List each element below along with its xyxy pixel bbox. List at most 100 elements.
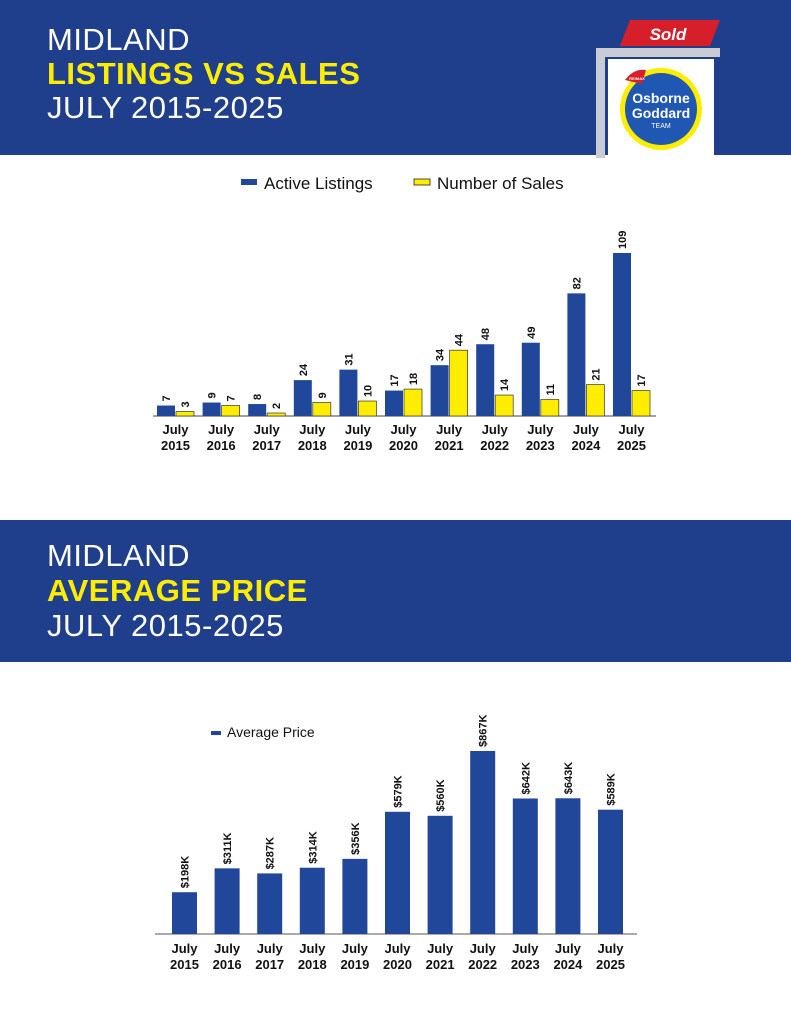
data-label-average-price: $579K	[393, 775, 405, 807]
x-tick-label-month: July	[470, 941, 497, 956]
data-label-active-listings: 48	[480, 328, 492, 340]
x-tick-label-month: July	[573, 422, 600, 437]
x-tick-label-month: July	[254, 422, 281, 437]
x-tick-label-year: 2021	[426, 957, 455, 972]
x-tick-label-month: July	[345, 422, 372, 437]
data-label-average-price: $643K	[563, 762, 575, 794]
bar-number-of-sales	[221, 405, 240, 417]
x-tick-label-month: July	[482, 422, 509, 437]
bar-number-of-sales	[175, 411, 195, 417]
x-tick-label-year: 2023	[526, 438, 555, 453]
x-tick-label-month: July	[162, 422, 189, 437]
x-tick-label-year: 2024	[571, 438, 601, 453]
bar-number-of-sales	[358, 400, 377, 417]
bar-active-listings	[157, 405, 175, 416]
logo-line2: Goddard	[632, 105, 690, 121]
x-tick-label-month: July	[618, 422, 645, 437]
data-label-number-of-sales: 7	[226, 395, 238, 401]
bar-active-listings	[613, 253, 631, 416]
listings-vs-sales-chart: Active Listings Number of Sales73July2015…	[153, 174, 656, 453]
x-tick-label-year: 2018	[298, 957, 327, 972]
logo-brand-small: RE/MAX	[629, 76, 645, 81]
logo-line1: Osborne	[632, 90, 690, 106]
x-tick-label-month: July	[257, 941, 284, 956]
sold-sign-text: Sold	[650, 25, 687, 44]
x-tick-label-year: 2019	[340, 957, 369, 972]
data-label-average-price: $589K	[606, 773, 618, 805]
x-tick-label-month: July	[342, 941, 369, 956]
data-label-number-of-sales: 11	[545, 384, 557, 396]
x-tick-label-year: 2015	[161, 438, 190, 453]
bar-average-price	[257, 873, 283, 934]
bar-active-listings	[339, 369, 358, 416]
bar-average-price	[342, 858, 368, 934]
banner2-title-line1: MIDLAND	[47, 538, 191, 573]
legend-label-number-of-sales: Number of Sales	[437, 174, 564, 193]
data-label-average-price: $314K	[307, 831, 319, 863]
x-tick-label-year: 2022	[480, 438, 509, 453]
data-label-active-listings: 24	[298, 363, 310, 376]
bar-average-price	[555, 798, 581, 934]
bar-number-of-sales	[312, 402, 332, 417]
x-tick-label-year: 2016	[207, 438, 236, 453]
x-tick-label-month: July	[384, 941, 411, 956]
data-label-average-price: $867K	[478, 715, 490, 747]
legend-swatch-average-price	[211, 731, 221, 735]
bar-active-listings	[248, 404, 267, 416]
data-label-number-of-sales: 9	[317, 392, 329, 398]
x-tick-label-year: 2024	[553, 957, 583, 972]
data-label-number-of-sales: 14	[499, 378, 511, 391]
sign-arm	[596, 48, 720, 57]
x-tick-label-year: 2016	[213, 957, 242, 972]
bar-number-of-sales	[631, 390, 651, 417]
data-label-number-of-sales: 18	[408, 373, 420, 385]
bar-number-of-sales	[540, 399, 560, 417]
x-tick-label-month: July	[436, 422, 463, 437]
bar-active-listings	[385, 390, 403, 416]
bar-average-price	[512, 798, 538, 934]
banner2-title-line3: JULY 2015-2025	[47, 608, 284, 643]
banner2-title-line2: AVERAGE PRICE	[47, 573, 308, 608]
bar-number-of-sales	[266, 412, 286, 417]
x-tick-label-month: July	[512, 941, 539, 956]
x-tick-label-year: 2022	[468, 957, 497, 972]
bar-average-price	[172, 892, 197, 934]
bar-average-price	[385, 811, 410, 934]
legend-label-average-price: Average Price	[227, 724, 315, 740]
header-banner-price: MIDLAND AVERAGE PRICE JULY 2015-2025	[0, 520, 791, 662]
legend-swatch-number-of-sales	[413, 178, 431, 186]
bar-number-of-sales	[586, 384, 605, 417]
x-tick-label-month: July	[427, 941, 454, 956]
data-label-number-of-sales: 3	[180, 401, 192, 407]
x-tick-label-year: 2015	[170, 957, 199, 972]
bar-average-price	[214, 868, 240, 934]
data-label-number-of-sales: 10	[362, 385, 374, 397]
bar-active-listings	[293, 380, 312, 416]
bar-average-price	[299, 867, 325, 934]
data-label-active-listings: 17	[389, 374, 401, 386]
data-label-active-listings: 34	[435, 348, 447, 361]
x-tick-label-month: July	[597, 941, 624, 956]
banner1-title-line2: LISTINGS VS SALES	[47, 56, 361, 91]
x-tick-label-month: July	[527, 422, 554, 437]
data-label-active-listings: 82	[571, 277, 583, 289]
x-tick-label-year: 2017	[255, 957, 284, 972]
data-label-average-price: $198K	[180, 856, 192, 888]
data-label-average-price: $560K	[435, 779, 447, 811]
x-tick-label-year: 2017	[252, 438, 281, 453]
x-tick-label-year: 2019	[343, 438, 372, 453]
bar-number-of-sales	[449, 349, 468, 417]
x-tick-label-year: 2020	[389, 438, 418, 453]
data-label-average-price: $311K	[222, 832, 234, 864]
bar-active-listings	[521, 342, 540, 416]
osborne-goddard-logo: Sold RE/MAX Osborne Goddard TEAM	[596, 20, 720, 158]
data-label-active-listings: 8	[252, 394, 264, 400]
data-label-average-price: $356K	[350, 822, 362, 854]
data-label-active-listings: 109	[617, 231, 629, 249]
x-tick-label-year: 2025	[596, 957, 625, 972]
data-label-active-listings: 49	[526, 326, 538, 338]
data-label-active-listings: 7	[161, 395, 173, 401]
bar-active-listings	[476, 344, 495, 416]
x-tick-label-year: 2018	[298, 438, 327, 453]
bar-active-listings	[430, 365, 449, 416]
